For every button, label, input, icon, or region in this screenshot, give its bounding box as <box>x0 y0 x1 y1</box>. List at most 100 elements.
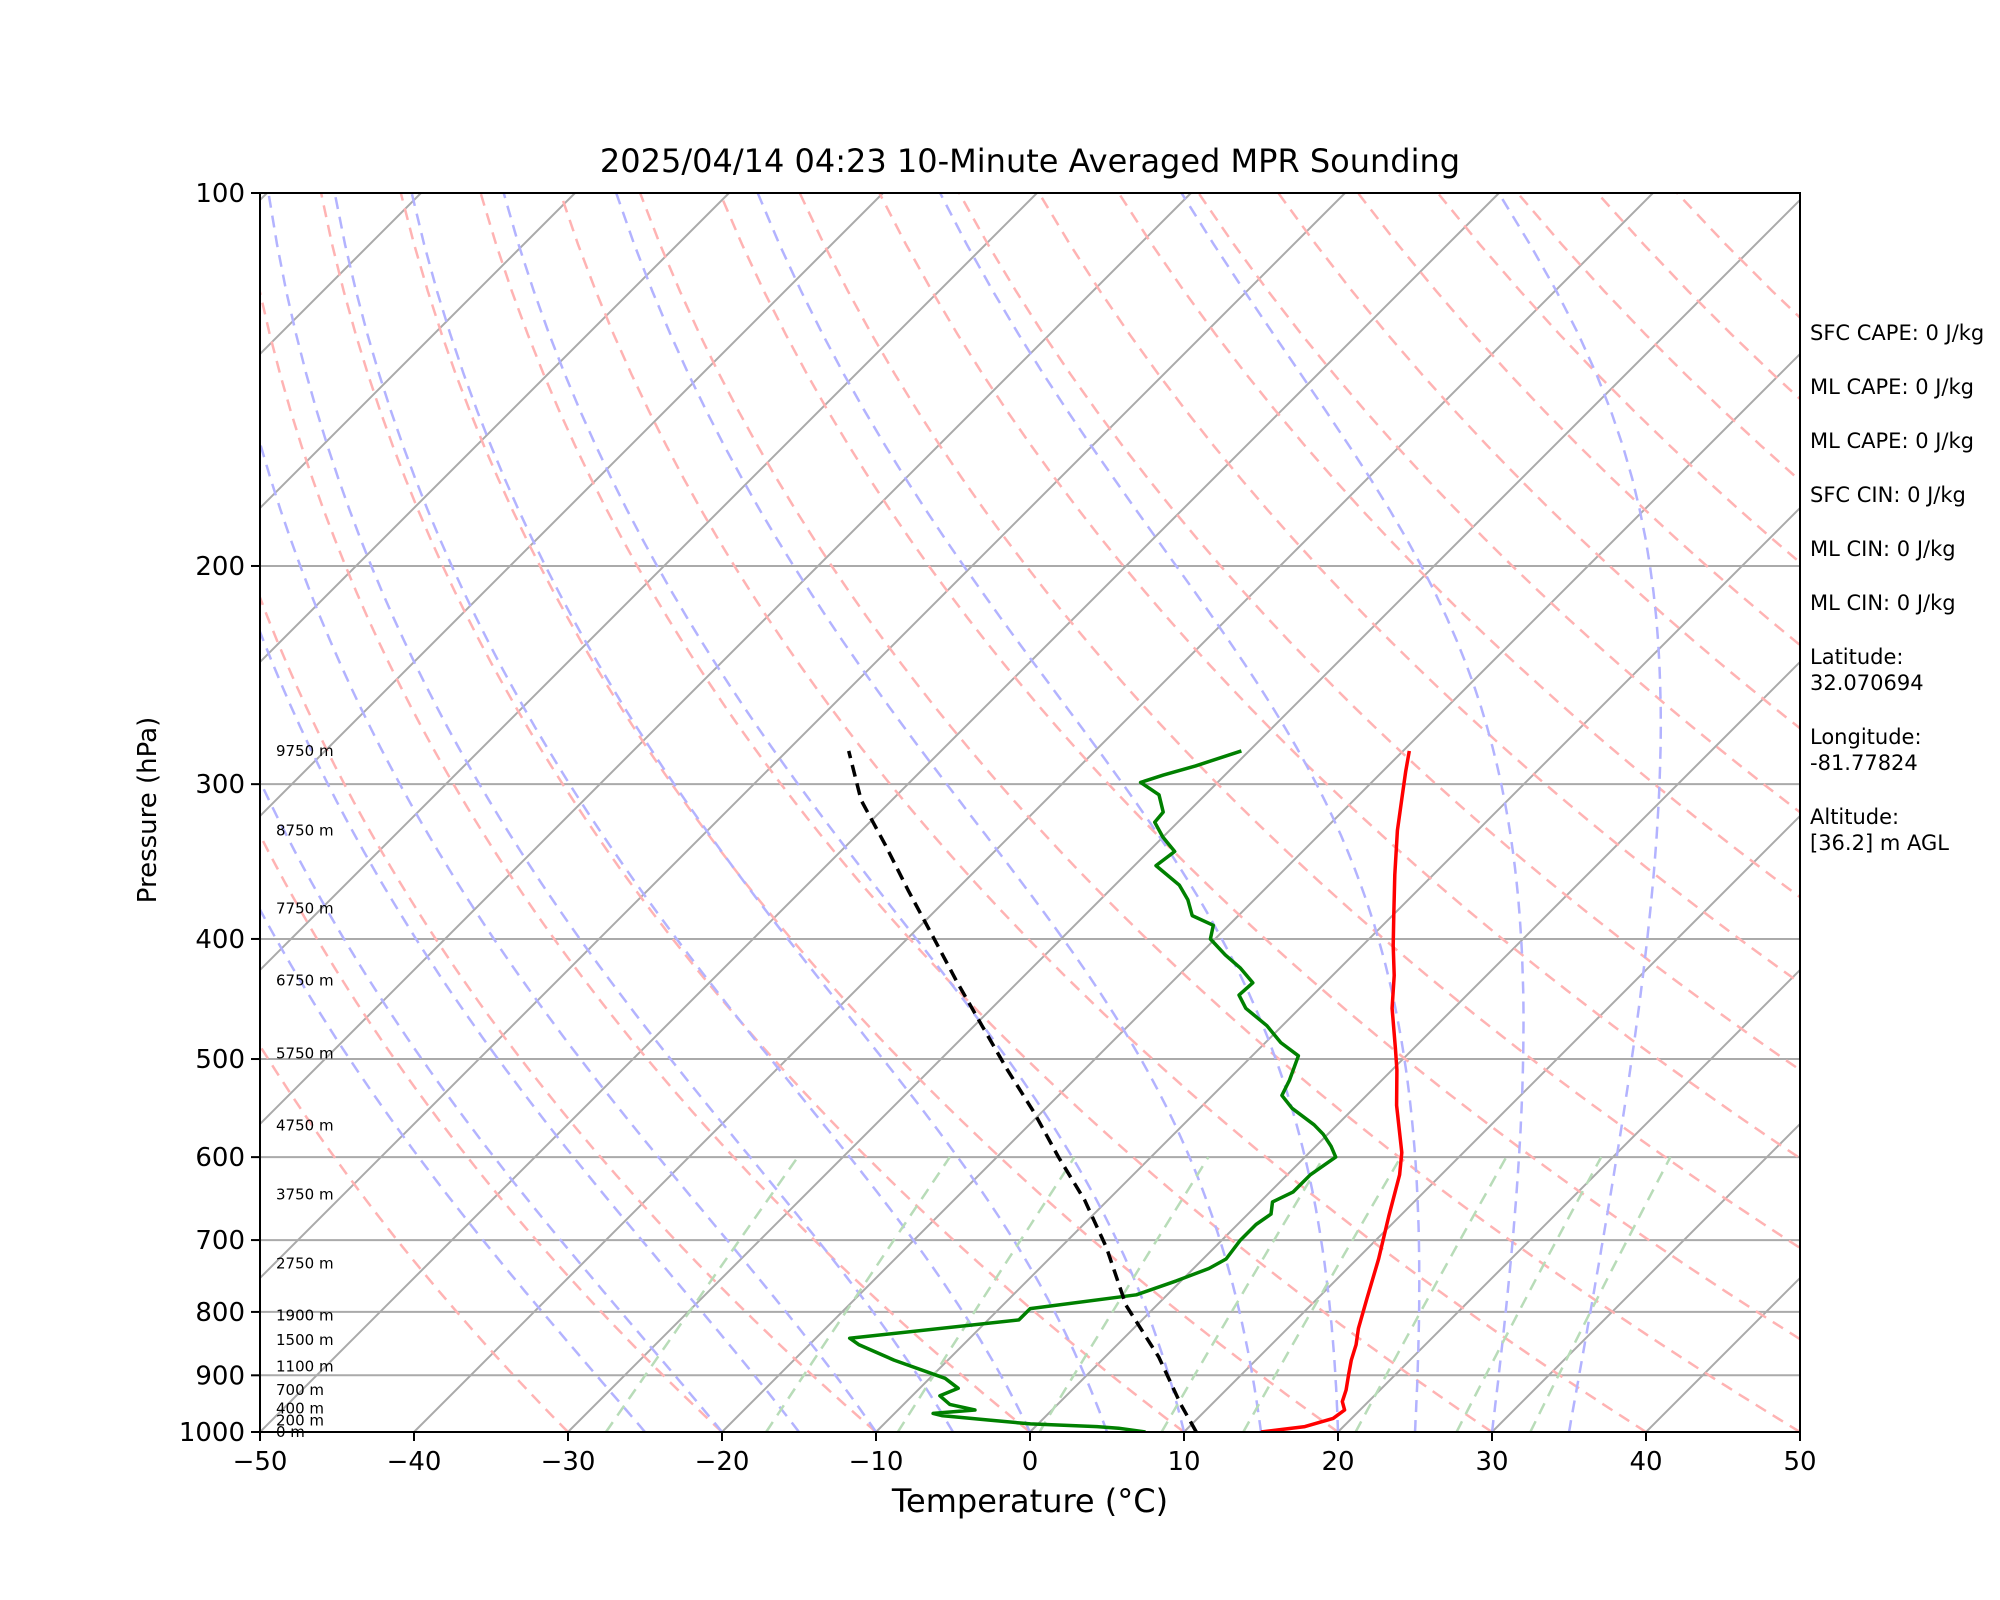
isotherm-line <box>260 193 1038 972</box>
y-axis-label: Pressure (hPa) <box>133 716 163 904</box>
x-tick-label: −20 <box>695 1447 750 1477</box>
isotherm-line <box>260 193 1192 1126</box>
isotherm-line <box>1183 814 1800 1432</box>
moist-adiabat-line <box>938 193 1421 1432</box>
height-label: 1900 m <box>276 1306 334 1324</box>
dry-adiabat-line <box>1037 193 1800 985</box>
isotherm-line <box>1491 1122 1800 1432</box>
y-tick-label: 800 <box>195 1298 245 1328</box>
mixing-ratio-line <box>896 1156 1076 1432</box>
isotherm-line <box>413 193 1654 1432</box>
x-tick-label: 20 <box>1321 1447 1354 1477</box>
moist-adiabat-line <box>502 193 1186 1432</box>
y-tick-label: 500 <box>195 1045 245 1075</box>
mixing-ratio-line <box>1038 1156 1210 1432</box>
moist-adiabat-line <box>260 628 800 1432</box>
isotherm-line <box>875 506 1800 1432</box>
height-label: 7750 m <box>276 900 334 918</box>
mixing-ratio-line <box>1529 1156 1672 1432</box>
dry-adiabat-line <box>1117 193 1800 899</box>
height-label: 2750 m <box>276 1254 334 1272</box>
height-label: 400 m <box>276 1399 324 1417</box>
latitude-value: 32.070694 <box>1810 671 1924 695</box>
dry-adiabat-line <box>260 286 1031 1432</box>
moist-adiabat-line <box>333 193 1032 1432</box>
x-tick-label: −50 <box>233 1447 288 1477</box>
moist-adiabat-line <box>1180 193 1525 1432</box>
dry-adiabat-line <box>1277 193 1800 730</box>
isotherm-line <box>1337 968 1800 1432</box>
y-tick-label: 100 <box>195 179 245 209</box>
dry-adiabat-line <box>399 193 1339 1432</box>
plot-area <box>0 193 1800 1432</box>
temperature-profile-line <box>1260 750 1412 1432</box>
height-label: 1500 m <box>276 1331 334 1349</box>
mixing-ratio-line <box>1160 1156 1325 1432</box>
isotherm-line <box>260 193 884 818</box>
stat-ml-cin-2: ML CIN: 0 J/kg <box>1810 591 1956 615</box>
isotherm-line <box>721 352 1800 1432</box>
stat-ml-cape: ML CAPE: 0 J/kg <box>1810 375 1975 399</box>
dry-adiabat-line <box>479 193 1493 1432</box>
x-tick-label: 30 <box>1475 1447 1508 1477</box>
stat-ml-cape-2: ML CAPE: 0 J/kg <box>1810 429 1975 453</box>
height-label: 9750 m <box>276 742 334 760</box>
dry-adiabat-line <box>260 1043 569 1432</box>
x-tick-label: −40 <box>387 1447 442 1477</box>
isotherm-line <box>260 193 576 510</box>
parcel-profile-line <box>847 750 1198 1432</box>
stat-sfc-cape: SFC CAPE: 0 J/kg <box>1810 321 1985 345</box>
moist-adiabat-line <box>267 193 955 1432</box>
y-tick-label: 900 <box>195 1361 245 1391</box>
dry-adiabat-line <box>718 193 1800 1341</box>
isotherm-line <box>567 198 1800 1432</box>
plot-frame <box>259 192 1801 1433</box>
stat-ml-cin: ML CIN: 0 J/kg <box>1810 537 1956 561</box>
isotherm-line <box>260 193 1500 1432</box>
y-tick-label: 300 <box>195 770 245 800</box>
latitude-block: Latitude: 32.070694 <box>1810 644 2000 696</box>
mixing-ratio-line <box>1242 1156 1402 1432</box>
x-tick-label: 40 <box>1629 1447 1662 1477</box>
height-label: 4750 m <box>276 1117 334 1135</box>
isotherm-line <box>260 193 1346 1280</box>
height-label: 200 m <box>276 1412 324 1430</box>
dry-adiabat-line <box>798 193 1800 1250</box>
height-label: 700 m <box>276 1381 324 1399</box>
stat-sfc-cin: SFC CIN: 0 J/kg <box>1810 483 1966 507</box>
isotherm-line <box>1029 660 1800 1432</box>
dry-adiabat-line <box>878 193 1800 1160</box>
moist-adiabat-line <box>615 193 1263 1432</box>
longitude-block: Longitude: -81.77824 <box>1810 724 2000 776</box>
x-tick-label: 10 <box>1167 1447 1200 1477</box>
moist-adiabat-line <box>260 438 878 1432</box>
x-axis-label: Temperature (°C) <box>891 1482 1169 1520</box>
y-tick-label: 600 <box>195 1143 245 1173</box>
moist-adiabat-line <box>410 193 1109 1432</box>
longitude-label: Longitude: <box>1810 725 1922 749</box>
height-label: 6750 m <box>276 971 334 989</box>
y-tick-label: 200 <box>195 552 245 582</box>
mixing-ratio-line <box>604 1156 799 1432</box>
height-label: 1100 m <box>276 1357 334 1375</box>
chart-title: 2025/04/14 04:23 10-Minute Averaged MPR … <box>599 142 1461 180</box>
latitude-label: Latitude: <box>1810 645 1904 669</box>
dry-adiabat-line <box>319 193 1185 1432</box>
mixing-ratio-line <box>1455 1156 1603 1432</box>
x-tick-label: 50 <box>1783 1447 1816 1477</box>
y-tick-label: 1000 <box>179 1418 245 1448</box>
mixing-ratio-line <box>765 1156 951 1432</box>
y-tick-label: 700 <box>195 1226 245 1256</box>
x-tick-label: −10 <box>849 1447 904 1477</box>
altitude-block: Altitude: [36.2] m AGL <box>1810 804 2000 856</box>
height-label: 3750 m <box>276 1185 334 1203</box>
isotherm-line <box>260 193 730 664</box>
isotherm-line <box>0 193 113 1432</box>
height-label: 5750 m <box>276 1045 334 1063</box>
dry-adiabat-line <box>260 832 723 1432</box>
y-tick-label: 400 <box>195 925 245 955</box>
dry-adiabat-line <box>260 594 877 1432</box>
mixing-ratio-line <box>1354 1156 1508 1432</box>
